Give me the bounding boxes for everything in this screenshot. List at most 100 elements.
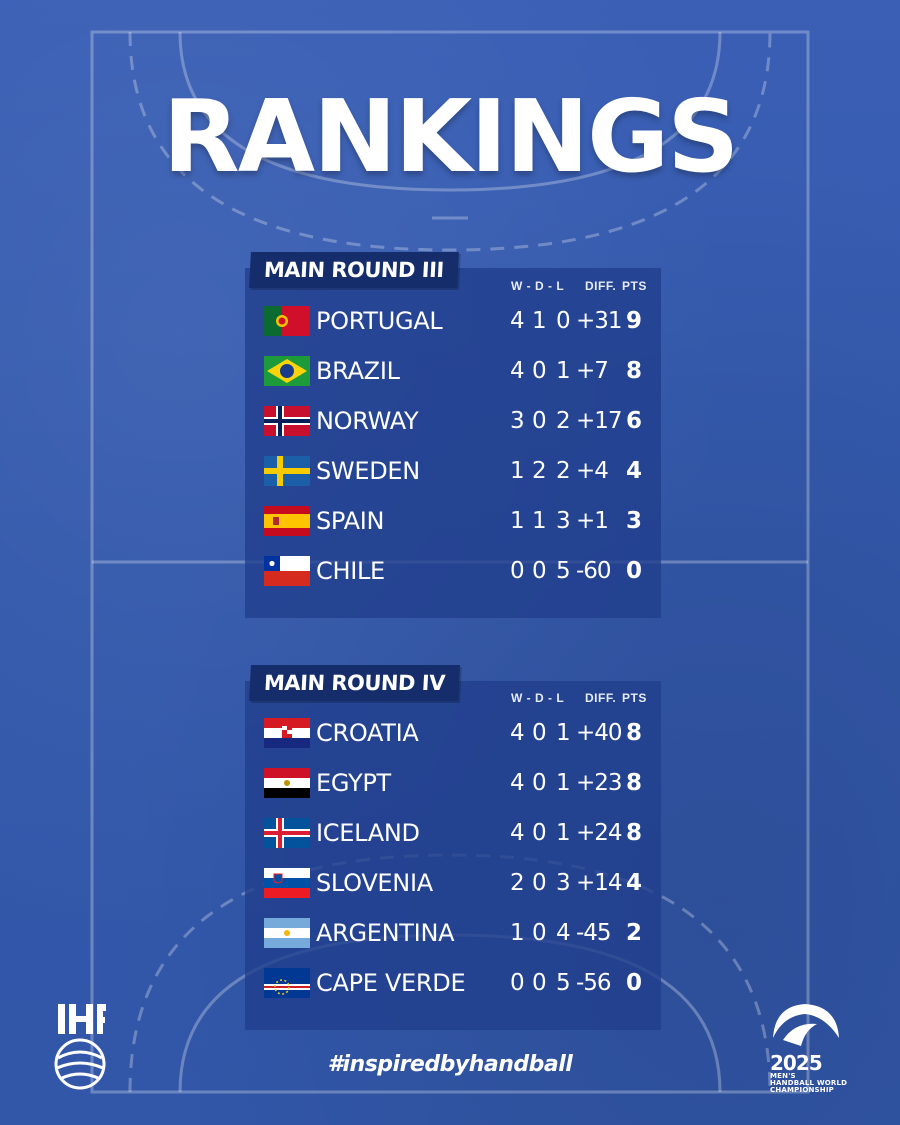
goal-diff-value: +1 <box>576 508 609 534</box>
goal-diff-value: -45 <box>576 920 612 946</box>
iceland-flag-icon <box>264 818 310 848</box>
wins-value: 1 <box>510 920 525 946</box>
column-header-wdl: W - D - L <box>511 691 565 705</box>
draws-value: 0 <box>532 558 547 584</box>
hashtag: #inspiredbyhandball <box>327 1052 573 1077</box>
losses-value: 1 <box>556 358 571 384</box>
team-name: ICELAND <box>316 819 420 847</box>
wins-value: 4 <box>510 820 525 846</box>
ihf-logo <box>54 1004 106 1090</box>
page-title: RANKINGS <box>162 78 740 195</box>
team-name: SPAIN <box>316 507 385 535</box>
team-name: ARGENTINA <box>316 919 455 947</box>
croatia-flag-icon <box>264 718 310 748</box>
points-value: 8 <box>626 720 643 746</box>
group-panel-main-round-iii <box>245 268 661 618</box>
points-value: 0 <box>626 970 643 996</box>
standings-row: EGYPT 4 0 1 +23 8 <box>264 766 654 800</box>
losses-value: 5 <box>556 970 571 996</box>
egypt-flag-icon <box>264 768 310 798</box>
draws-value: 0 <box>532 770 547 796</box>
wins-value: 0 <box>510 970 525 996</box>
chile-flag-icon <box>264 556 310 586</box>
losses-value: 4 <box>556 920 571 946</box>
team-name: PORTUGAL <box>316 307 443 335</box>
goal-diff-value: +24 <box>576 820 623 846</box>
points-value: 8 <box>626 820 643 846</box>
losses-value: 3 <box>556 870 571 896</box>
standings-row: SWEDEN 1 2 2 +4 4 <box>264 454 654 488</box>
goal-diff-value: +40 <box>576 720 623 746</box>
goal-diff-value: +31 <box>576 308 623 334</box>
points-value: 6 <box>626 408 643 434</box>
losses-value: 2 <box>556 458 571 484</box>
points-value: 8 <box>626 358 643 384</box>
points-value: 0 <box>626 558 643 584</box>
losses-value: 3 <box>556 508 571 534</box>
draws-value: 0 <box>532 970 547 996</box>
standings-row: CAPE VERDE 0 0 5 -56 0 <box>264 966 654 1000</box>
draws-value: 0 <box>532 920 547 946</box>
team-name: NORWAY <box>316 407 419 435</box>
column-header-pts: PTS <box>622 691 647 705</box>
wins-value: 0 <box>510 558 525 584</box>
draws-value: 0 <box>532 820 547 846</box>
standings-row: ARGENTINA 1 0 4 -45 2 <box>264 916 654 950</box>
standings-row: BRAZIL 4 0 1 +7 8 <box>264 354 654 388</box>
team-name: CROATIA <box>316 719 419 747</box>
column-header-diff: DIFF. <box>585 279 617 293</box>
standings-row: ICELAND 4 0 1 +24 8 <box>264 816 654 850</box>
wins-value: 4 <box>510 770 525 796</box>
points-value: 2 <box>626 920 643 946</box>
standings-row: SPAIN 1 1 3 +1 3 <box>264 504 654 538</box>
wins-value: 4 <box>510 720 525 746</box>
standings-row: CHILE 0 0 5 -60 0 <box>264 554 654 588</box>
draws-value: 2 <box>532 458 547 484</box>
draws-value: 1 <box>532 508 547 534</box>
team-name: EGYPT <box>316 769 391 797</box>
team-name: SLOVENIA <box>316 869 433 897</box>
goal-diff-value: +14 <box>576 870 623 896</box>
world-championship-text: 2025 MEN'S HANDBALL WORLD CHAMPIONSHIP <box>770 1053 850 1094</box>
brazil-flag-icon <box>264 356 310 386</box>
losses-value: 5 <box>556 558 571 584</box>
slovenia-flag-icon <box>264 868 310 898</box>
draws-value: 0 <box>532 720 547 746</box>
team-name: SWEDEN <box>316 457 420 485</box>
draws-value: 0 <box>532 408 547 434</box>
championship-line2: HANDBALL WORLD <box>770 1079 848 1087</box>
goal-diff-value: +4 <box>576 458 609 484</box>
draws-value: 0 <box>532 870 547 896</box>
group-title: MAIN ROUND IV <box>249 665 460 701</box>
points-value: 8 <box>626 770 643 796</box>
losses-value: 1 <box>556 770 571 796</box>
losses-value: 2 <box>556 408 571 434</box>
draws-value: 0 <box>532 358 547 384</box>
goal-diff-value: -56 <box>576 970 612 996</box>
championship-line1: MEN'S <box>770 1072 796 1080</box>
points-value: 4 <box>626 458 643 484</box>
norway-flag-icon <box>264 406 310 436</box>
spain-flag-icon <box>264 506 310 536</box>
wins-value: 3 <box>510 408 525 434</box>
goal-diff-value: -60 <box>576 558 612 584</box>
column-header-wdl: W - D - L <box>511 279 565 293</box>
points-value: 9 <box>626 308 643 334</box>
world-championship-logo <box>773 1004 839 1046</box>
column-header-pts: PTS <box>622 279 647 293</box>
standings-row: CROATIA 4 0 1 +40 8 <box>264 716 654 750</box>
wins-value: 4 <box>510 308 525 334</box>
portugal-flag-icon <box>264 306 310 336</box>
team-name: BRAZIL <box>316 357 400 385</box>
goal-diff-value: +7 <box>576 358 609 384</box>
goal-diff-value: +23 <box>576 770 623 796</box>
argentina-flag-icon <box>264 918 310 948</box>
points-value: 4 <box>626 870 643 896</box>
cape-verde-flag-icon <box>264 968 310 998</box>
wins-value: 1 <box>510 458 525 484</box>
goal-diff-value: +17 <box>576 408 623 434</box>
championship-year: 2025 <box>770 1051 823 1075</box>
wins-value: 2 <box>510 870 525 896</box>
team-name: CAPE VERDE <box>316 969 466 997</box>
